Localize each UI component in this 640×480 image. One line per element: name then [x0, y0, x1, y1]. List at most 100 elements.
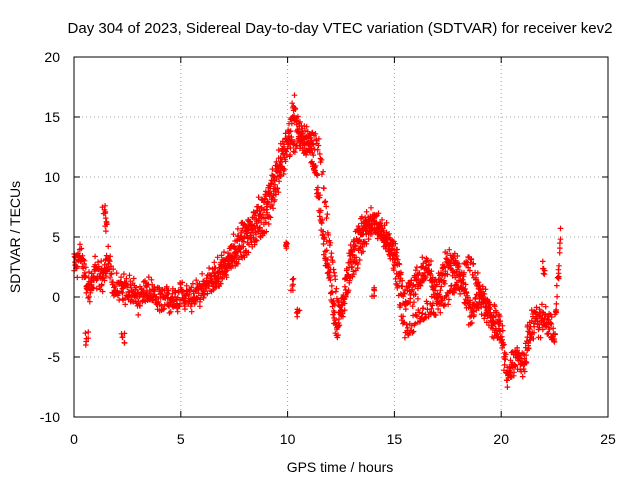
- data-point: [107, 275, 113, 281]
- data-point: [320, 228, 326, 235]
- data-point: [340, 313, 346, 320]
- data-point: [497, 328, 503, 335]
- data-point: [206, 271, 212, 278]
- data-point: [164, 283, 170, 290]
- data-point: [308, 147, 314, 154]
- data-point: [309, 129, 316, 136]
- data-point: [371, 287, 378, 294]
- data-point: [455, 264, 461, 271]
- data-point: [501, 356, 508, 362]
- data-point: [211, 274, 218, 280]
- data-point: [399, 277, 405, 284]
- data-point: [235, 261, 241, 267]
- data-point: [408, 277, 415, 284]
- data-point: [174, 308, 181, 315]
- data-point: [461, 269, 467, 276]
- data-point: [255, 194, 262, 200]
- data-point: [322, 198, 329, 205]
- data-point: [348, 264, 355, 271]
- data-point: [248, 221, 254, 228]
- data-point: [119, 334, 126, 340]
- data-point: [236, 256, 242, 263]
- data-point: [371, 217, 377, 223]
- data-point: [449, 273, 456, 279]
- data-point: [307, 135, 313, 141]
- data-point: [505, 375, 512, 381]
- data-point: [321, 251, 327, 258]
- x-tick-label: 10: [280, 431, 296, 447]
- data-point: [458, 284, 464, 290]
- data-point: [414, 313, 420, 320]
- data-point: [356, 257, 363, 263]
- data-point: [463, 290, 470, 296]
- data-point: [363, 209, 370, 215]
- data-point: [400, 313, 406, 320]
- data-point: [114, 288, 121, 294]
- data-point: [327, 277, 334, 283]
- data-point: [181, 292, 187, 298]
- data-point: [310, 152, 317, 158]
- data-point: [423, 314, 429, 321]
- data-point: [351, 237, 357, 243]
- data-point: [103, 252, 110, 259]
- data-point: [547, 320, 554, 327]
- data-point: [419, 254, 426, 261]
- data-point: [135, 290, 141, 296]
- data-point: [287, 128, 294, 134]
- data-point: [520, 366, 527, 372]
- data-point: [79, 274, 86, 281]
- data-point: [490, 314, 496, 320]
- data-point: [442, 281, 448, 287]
- data-point: [263, 228, 270, 235]
- data-point: [118, 331, 125, 337]
- data-point: [523, 352, 529, 358]
- data-point: [487, 306, 494, 312]
- tick-labels: 0 5 10 15 20 25 -10 -5 0 5 10 15 20: [40, 49, 616, 447]
- data-point: [151, 284, 157, 290]
- data-point: [405, 280, 411, 286]
- data-point: [456, 261, 462, 267]
- data-point: [430, 284, 436, 291]
- data-point: [512, 350, 519, 356]
- data-point: [524, 324, 531, 330]
- data-point: [251, 223, 258, 229]
- data-point: [228, 245, 234, 252]
- data-point: [334, 324, 341, 331]
- data-point: [363, 241, 370, 247]
- data-point: [396, 261, 403, 268]
- y-tick-label: 5: [52, 229, 60, 245]
- data-point: [391, 267, 397, 273]
- data-point: [475, 304, 481, 311]
- data-point: [270, 192, 277, 199]
- data-point: [221, 249, 227, 255]
- data-point: [132, 292, 139, 299]
- data-point: [344, 290, 351, 296]
- data-point: [103, 228, 109, 234]
- data-point: [557, 240, 563, 246]
- data-point: [85, 295, 91, 301]
- data-point: [540, 326, 546, 333]
- data-point: [416, 309, 422, 316]
- data-point: [430, 274, 436, 281]
- data-point: [222, 271, 228, 277]
- data-point: [478, 311, 485, 317]
- data-point: [83, 338, 89, 345]
- data-point: [264, 199, 270, 206]
- data-point: [422, 265, 429, 271]
- data-point: [434, 281, 440, 288]
- data-point: [427, 277, 433, 284]
- data-point: [355, 261, 361, 267]
- data-point: [444, 271, 451, 278]
- data-point: [369, 293, 375, 299]
- data-point: [467, 320, 474, 327]
- data-point: [492, 303, 498, 310]
- data-point: [452, 250, 458, 257]
- data-point: [137, 303, 143, 309]
- data-point: [528, 307, 535, 313]
- data-point: [536, 324, 543, 331]
- data-point: [413, 267, 419, 273]
- data-point: [554, 293, 560, 300]
- data-point: [341, 307, 348, 313]
- data-point: [392, 240, 399, 247]
- data-point: [188, 296, 194, 302]
